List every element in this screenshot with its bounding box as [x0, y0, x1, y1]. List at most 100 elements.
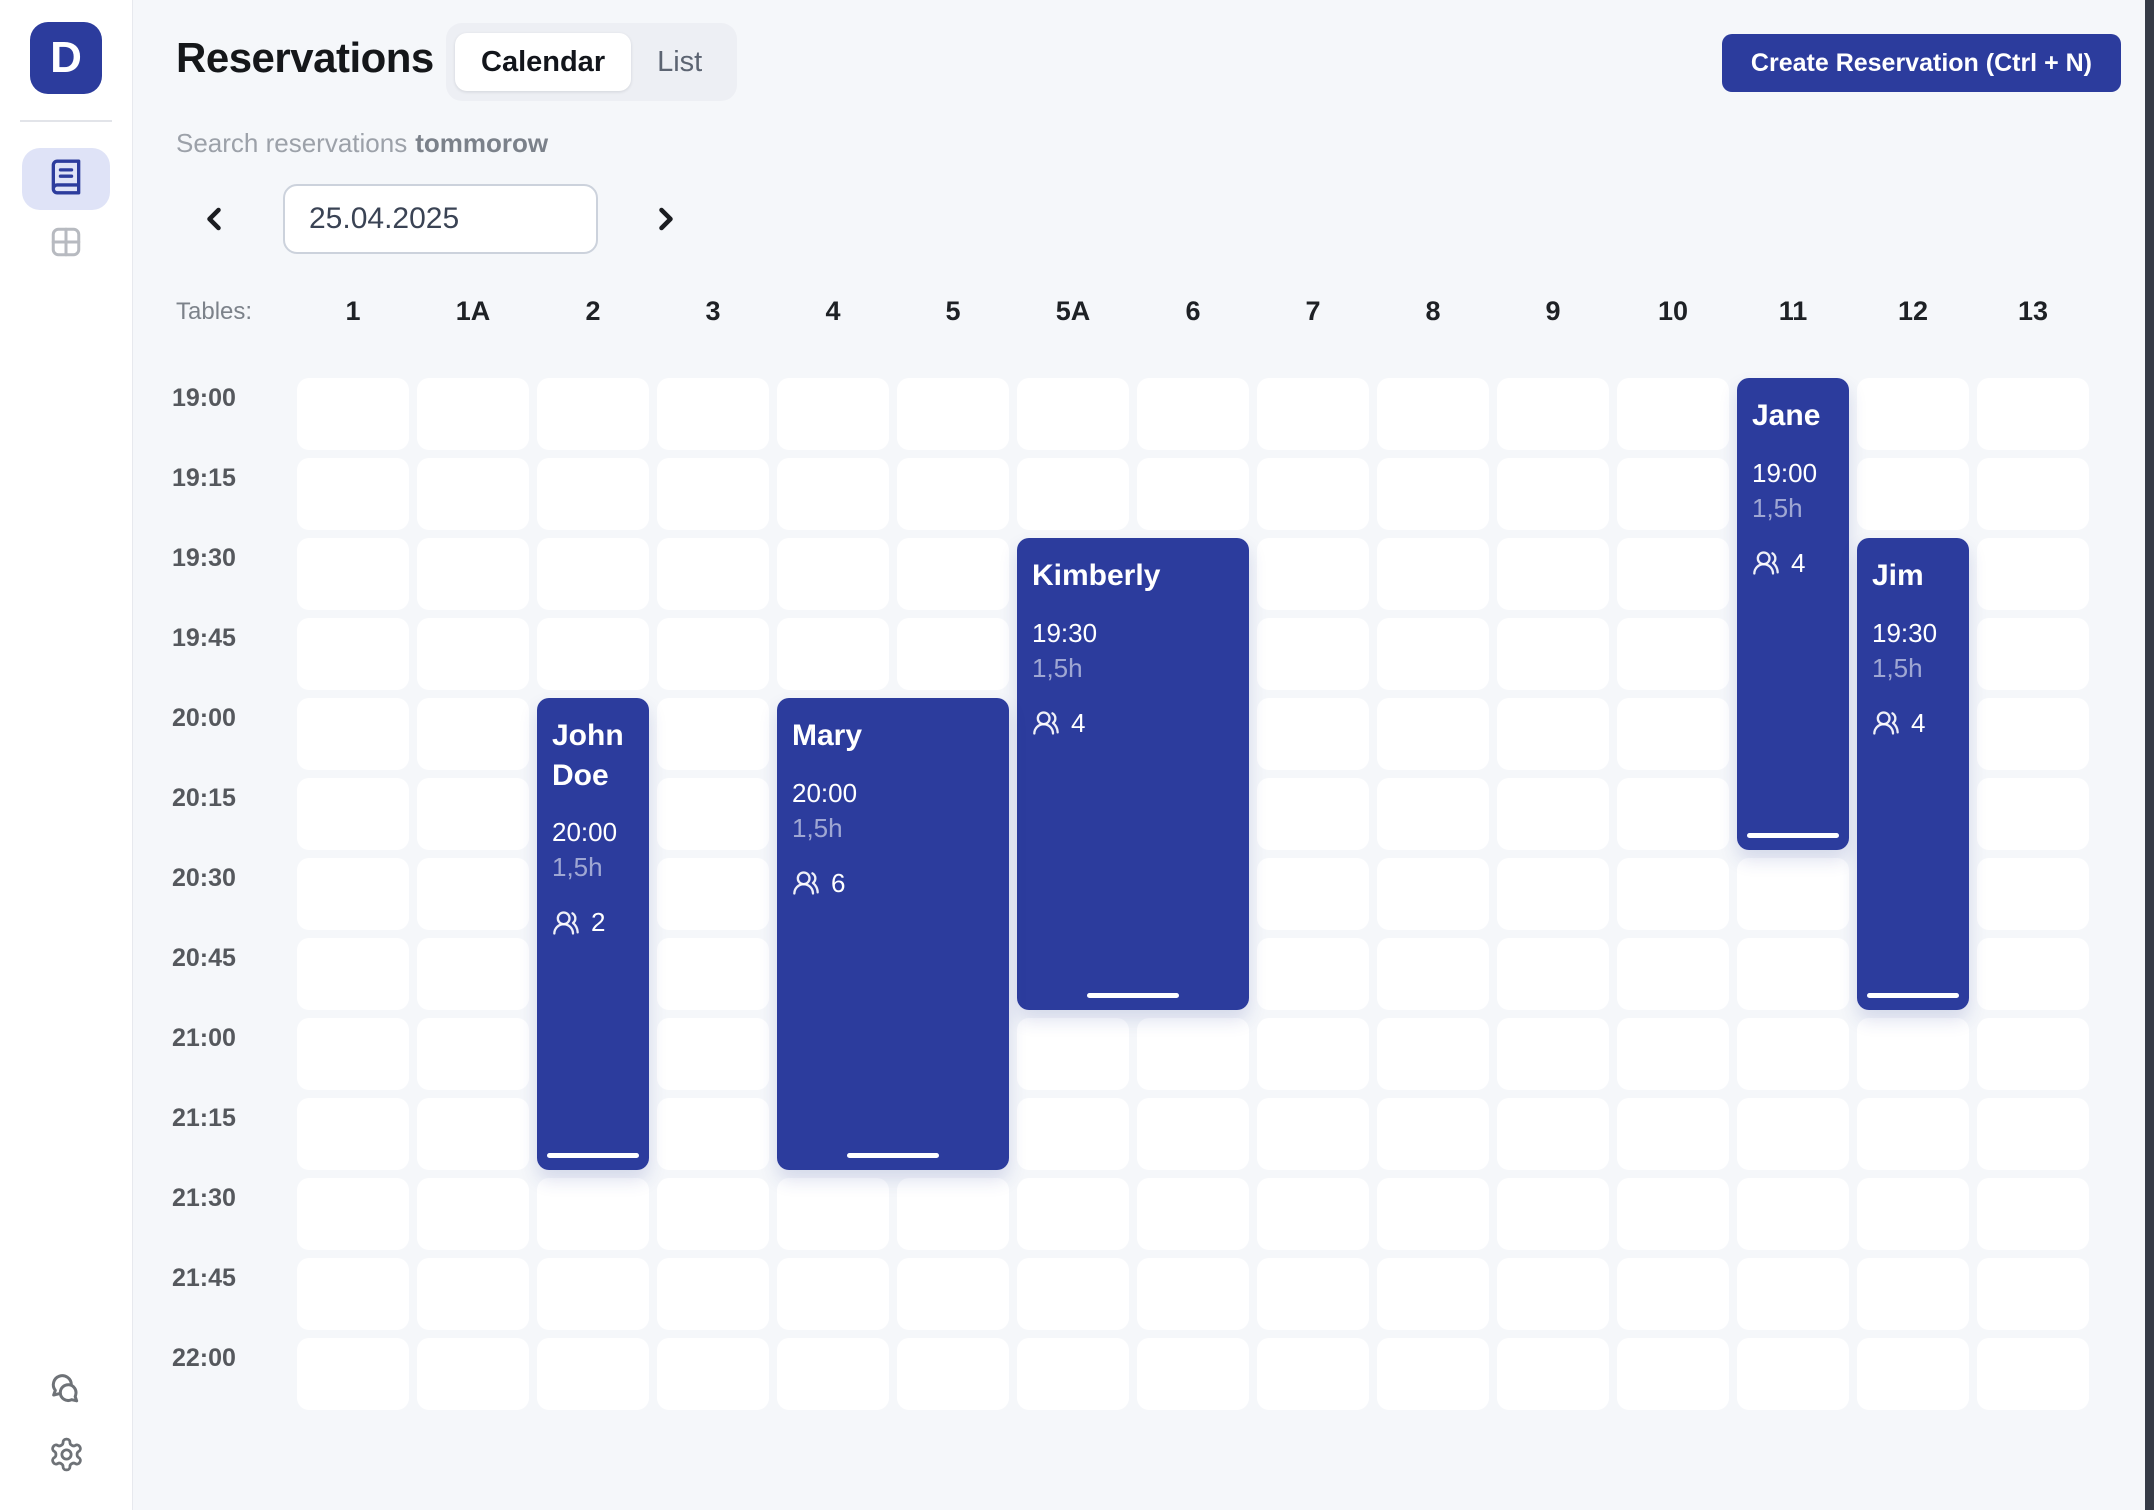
grid-cell[interactable]: [1617, 1018, 1729, 1090]
grid-cell[interactable]: [1617, 458, 1729, 530]
grid-cell[interactable]: [1617, 698, 1729, 770]
grid-cell[interactable]: [297, 1018, 409, 1090]
grid-cell[interactable]: [417, 538, 529, 610]
grid-cell[interactable]: [1737, 1178, 1849, 1250]
grid-cell[interactable]: [1377, 1018, 1489, 1090]
grid-cell[interactable]: [1977, 858, 2089, 930]
grid-cell[interactable]: [537, 618, 649, 690]
tab-calendar[interactable]: Calendar: [455, 33, 632, 91]
grid-cell[interactable]: [1497, 378, 1609, 450]
grid-cell[interactable]: [297, 458, 409, 530]
grid-cell[interactable]: [1497, 938, 1609, 1010]
grid-cell[interactable]: [1377, 938, 1489, 1010]
grid-cell[interactable]: [1017, 1338, 1129, 1410]
grid-cell[interactable]: [1137, 1258, 1249, 1330]
grid-cell[interactable]: [1257, 778, 1369, 850]
next-day-button[interactable]: [648, 201, 684, 237]
grid-cell[interactable]: [537, 1338, 649, 1410]
grid-cell[interactable]: [297, 938, 409, 1010]
grid-cell[interactable]: [657, 378, 769, 450]
grid-cell[interactable]: [1377, 538, 1489, 610]
grid-cell[interactable]: [1617, 538, 1729, 610]
resize-handle[interactable]: [1087, 993, 1179, 998]
grid-cell[interactable]: [537, 1178, 649, 1250]
grid-cell[interactable]: [1257, 698, 1369, 770]
grid-cell[interactable]: [777, 378, 889, 450]
grid-cell[interactable]: [1497, 858, 1609, 930]
grid-cell[interactable]: [1257, 378, 1369, 450]
grid-cell[interactable]: [1497, 1258, 1609, 1330]
grid-cell[interactable]: [777, 538, 889, 610]
resize-handle[interactable]: [1867, 993, 1959, 998]
grid-cell[interactable]: [1257, 538, 1369, 610]
grid-cell[interactable]: [1737, 858, 1849, 930]
grid-cell[interactable]: [657, 1178, 769, 1250]
grid-cell[interactable]: [1857, 1098, 1969, 1170]
grid-cell[interactable]: [1377, 378, 1489, 450]
grid-cell[interactable]: [1257, 1098, 1369, 1170]
grid-cell[interactable]: [1377, 858, 1489, 930]
grid-cell[interactable]: [1257, 618, 1369, 690]
grid-cell[interactable]: [297, 1178, 409, 1250]
prev-day-button[interactable]: [196, 201, 232, 237]
grid-cell[interactable]: [417, 1258, 529, 1330]
grid-cell[interactable]: [417, 778, 529, 850]
grid-cell[interactable]: [1377, 1258, 1489, 1330]
grid-cell[interactable]: [1137, 1178, 1249, 1250]
grid-cell[interactable]: [297, 1258, 409, 1330]
grid-cell[interactable]: [297, 858, 409, 930]
grid-cell[interactable]: [1857, 1018, 1969, 1090]
grid-cell[interactable]: [1257, 1018, 1369, 1090]
grid-cell[interactable]: [297, 538, 409, 610]
grid-cell[interactable]: [1497, 698, 1609, 770]
grid-cell[interactable]: [417, 1338, 529, 1410]
grid-cell[interactable]: [1137, 1338, 1249, 1410]
grid-cell[interactable]: [417, 1018, 529, 1090]
grid-cell[interactable]: [657, 1018, 769, 1090]
grid-cell[interactable]: [1617, 1258, 1729, 1330]
grid-cell[interactable]: [1497, 1098, 1609, 1170]
grid-cell[interactable]: [657, 858, 769, 930]
grid-cell[interactable]: [417, 698, 529, 770]
grid-cell[interactable]: [897, 378, 1009, 450]
grid-cell[interactable]: [1497, 1338, 1609, 1410]
grid-cell[interactable]: [417, 938, 529, 1010]
grid-cell[interactable]: [1137, 1098, 1249, 1170]
grid-cell[interactable]: [657, 1098, 769, 1170]
grid-cell[interactable]: [1617, 938, 1729, 1010]
grid-cell[interactable]: [1977, 1258, 2089, 1330]
grid-cell[interactable]: [1977, 458, 2089, 530]
grid-cell[interactable]: [1737, 1258, 1849, 1330]
grid-cell[interactable]: [777, 618, 889, 690]
grid-cell[interactable]: [1977, 1018, 2089, 1090]
create-reservation-button[interactable]: Create Reservation (Ctrl + N): [1721, 34, 2121, 92]
grid-cell[interactable]: [1497, 778, 1609, 850]
grid-cell[interactable]: [1737, 938, 1849, 1010]
grid-cell[interactable]: [657, 1258, 769, 1330]
grid-cell[interactable]: [1977, 1098, 2089, 1170]
sidebar-item-tables[interactable]: [22, 222, 110, 266]
grid-cell[interactable]: [537, 458, 649, 530]
sidebar-item-reservations[interactable]: [22, 148, 110, 210]
grid-cell[interactable]: [1857, 378, 1969, 450]
grid-cell[interactable]: [1377, 1338, 1489, 1410]
grid-cell[interactable]: [537, 1258, 649, 1330]
grid-cell[interactable]: [297, 778, 409, 850]
grid-cell[interactable]: [777, 1258, 889, 1330]
grid-cell[interactable]: [297, 1098, 409, 1170]
grid-cell[interactable]: [417, 858, 529, 930]
sidebar-item-settings[interactable]: [22, 1436, 110, 1478]
grid-cell[interactable]: [1377, 1178, 1489, 1250]
grid-cell[interactable]: [1257, 938, 1369, 1010]
grid-cell[interactable]: [1137, 1018, 1249, 1090]
grid-cell[interactable]: [777, 458, 889, 530]
grid-cell[interactable]: [1257, 858, 1369, 930]
grid-cell[interactable]: [1977, 938, 2089, 1010]
grid-cell[interactable]: [417, 458, 529, 530]
grid-cell[interactable]: [1497, 1178, 1609, 1250]
grid-cell[interactable]: [1857, 1178, 1969, 1250]
grid-cell[interactable]: [1017, 378, 1129, 450]
grid-cell[interactable]: [1497, 538, 1609, 610]
sidebar-item-chat[interactable]: [22, 1370, 110, 1415]
grid-cell[interactable]: [1857, 1258, 1969, 1330]
